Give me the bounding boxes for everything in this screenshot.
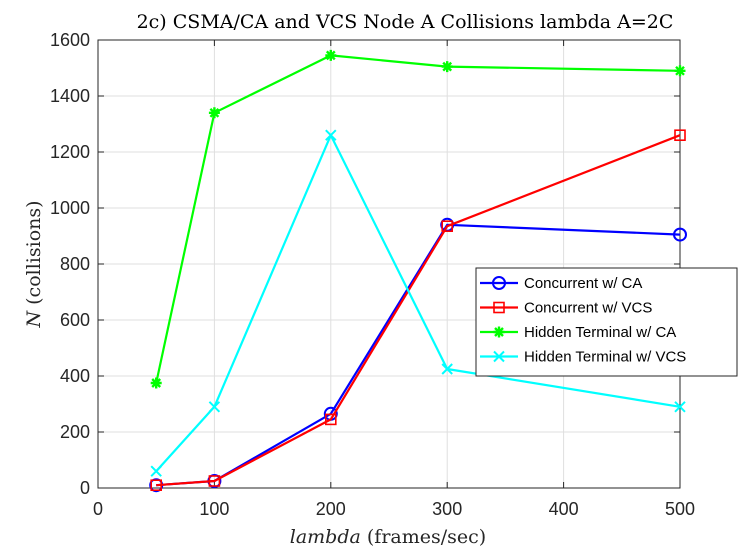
y-tick-label: 600 (60, 310, 90, 330)
series-2 (150, 129, 686, 492)
x-tick-label: 0 (93, 499, 103, 519)
data-point (674, 65, 686, 77)
data-point (150, 479, 162, 492)
series-4 (150, 129, 686, 477)
legend-label: Hidden Terminal w/ VCS (524, 349, 686, 366)
legend-entry: Hidden Terminal w/ VCS (480, 349, 686, 366)
data-point (325, 49, 337, 61)
legend-entry: Concurrent w/ VCS (480, 300, 652, 317)
data-point (150, 465, 162, 477)
data-point (325, 129, 337, 141)
x-tick-label: 200 (316, 499, 346, 519)
legend-label: Concurrent w/ CA (524, 275, 642, 292)
x-axis-unit: (frames/sec) (367, 526, 486, 548)
y-tick-label: 1400 (50, 86, 90, 106)
data-point (208, 401, 221, 413)
x-axis-label: lambda (frames/sec) (290, 526, 486, 548)
legend-marker (492, 276, 506, 290)
y-tick-label: 1000 (50, 198, 90, 218)
x-tick-label: 100 (199, 499, 229, 519)
y-tick-labels: 0 200 400 600 800 1000 1200 1400 1600 (50, 30, 90, 498)
y-tick-label: 400 (60, 366, 90, 386)
data-point (441, 61, 453, 73)
data-point (441, 220, 454, 232)
data-point (674, 401, 686, 413)
series-layer (149, 49, 687, 493)
x-axis-variable: lambda (290, 526, 361, 548)
y-tick-label: 200 (60, 422, 90, 442)
legend-box (475, 267, 738, 377)
y-tick-label: 1600 (50, 30, 90, 50)
data-point (150, 377, 162, 389)
legend-items: Concurrent w/ CA Concurrent w/ VCS Hidden … (480, 275, 686, 366)
legend-marker (493, 350, 505, 363)
data-point (441, 363, 453, 375)
legend-label: Hidden Terminal w/ CA (524, 324, 676, 341)
data-point (674, 129, 686, 141)
y-axis-unit: (collisions) (23, 200, 45, 304)
chart-title: 2c) CSMA/CA and VCS Node A Collisions la… (137, 11, 674, 33)
y-tick-label: 1200 (50, 142, 90, 162)
legend-entry: Hidden Terminal w/ CA (480, 324, 676, 341)
y-tick-label: 0 (80, 478, 90, 498)
legend-entry: Concurrent w/ CA (480, 275, 642, 292)
legend-marker (493, 301, 505, 314)
x-tick-label: 500 (665, 499, 695, 519)
legend-label: Concurrent w/ VCS (524, 300, 652, 317)
y-axis-variable: N (23, 310, 45, 329)
x-tick-label: 400 (549, 499, 579, 519)
x-tick-label: 300 (432, 499, 462, 519)
series-3 (150, 49, 686, 389)
legend: Concurrent w/ CA Concurrent w/ VCS Hidden … (475, 267, 738, 377)
data-point (324, 413, 337, 426)
x-tick-labels: 0 100 200 300 400 500 (93, 499, 695, 519)
legend-marker (493, 326, 505, 338)
series-line (156, 134, 681, 487)
data-point (208, 107, 220, 119)
data-point (673, 227, 687, 242)
y-tick-label: 800 (60, 254, 90, 274)
data-point (208, 475, 221, 487)
y-axis-label: N (collisions) (23, 200, 45, 328)
